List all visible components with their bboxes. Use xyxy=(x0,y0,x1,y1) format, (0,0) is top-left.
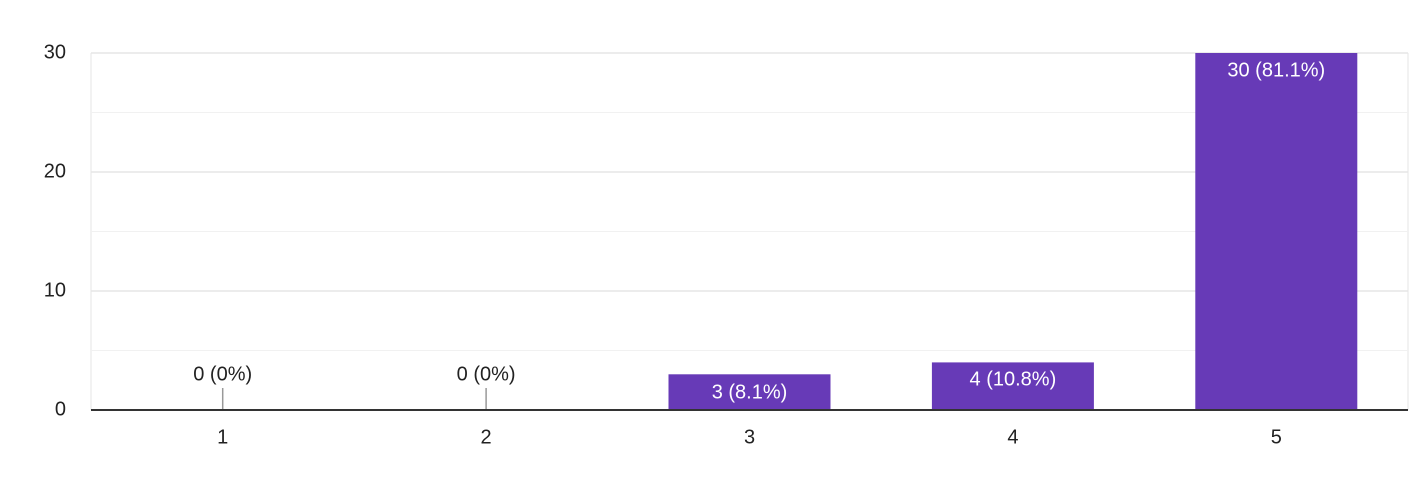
y-tick-label: 30 xyxy=(44,41,66,63)
x-tick-label: 4 xyxy=(1007,426,1018,448)
value-label: 3 (8.1%) xyxy=(712,381,788,403)
value-label: 0 (0%) xyxy=(193,363,252,385)
y-tick-label: 20 xyxy=(44,160,66,182)
x-tick-label: 5 xyxy=(1271,426,1282,448)
x-tick-label: 2 xyxy=(481,426,492,448)
bar xyxy=(668,374,831,410)
bar xyxy=(1195,53,1358,410)
x-tick-label: 3 xyxy=(744,426,755,448)
value-label: 0 (0%) xyxy=(457,363,516,385)
y-tick-label: 10 xyxy=(44,279,66,301)
x-tick-label: 1 xyxy=(217,426,228,448)
bar xyxy=(931,362,1094,410)
y-tick-label: 0 xyxy=(55,398,66,420)
value-label: 30 (81.1%) xyxy=(1227,59,1325,81)
value-label: 4 (10.8%) xyxy=(970,369,1057,391)
